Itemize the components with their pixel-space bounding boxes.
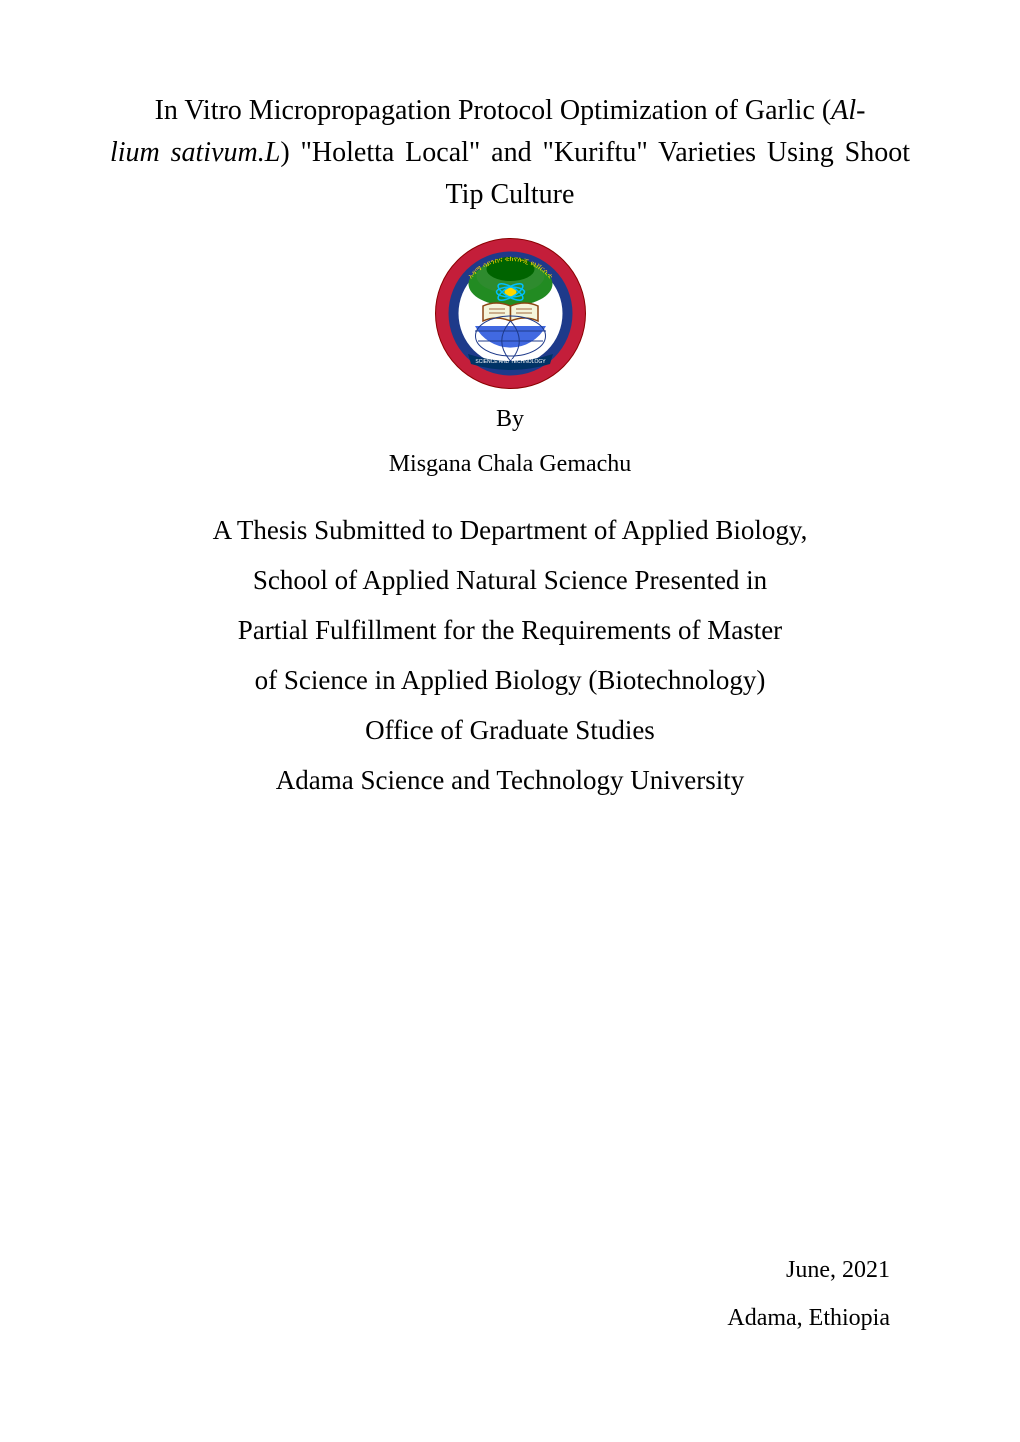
author-name: Misgana Chala Gemachu bbox=[110, 451, 910, 478]
title-italic-1: Al- bbox=[831, 95, 865, 126]
logo-container: SCIENCE AND TECHNOLOGY አዳማ ሳይንስና ቴክኖሎጂ ዩ… bbox=[110, 236, 910, 391]
submission-line-6: Adama Science and Technology University bbox=[110, 756, 910, 806]
submission-line-2: School of Applied Natural Science Presen… bbox=[110, 556, 910, 606]
logo-svg: SCIENCE AND TECHNOLOGY አዳማ ሳይንስና ቴክኖሎጂ ዩ… bbox=[433, 236, 588, 391]
footer-block: June, 2021 Adama, Ethiopia bbox=[727, 1246, 890, 1342]
footer-location: Adama, Ethiopia bbox=[727, 1294, 890, 1342]
submission-line-1: A Thesis Submitted to Department of Appl… bbox=[110, 506, 910, 556]
thesis-title: In Vitro Micropropagation Protocol Optim… bbox=[110, 90, 910, 216]
submission-line-3: Partial Fulfillment for the Requirements… bbox=[110, 606, 910, 656]
submission-line-4: of Science in Applied Biology (Biotechno… bbox=[110, 656, 910, 706]
svg-text:SCIENCE AND TECHNOLOGY: SCIENCE AND TECHNOLOGY bbox=[475, 359, 546, 365]
submission-block: A Thesis Submitted to Department of Appl… bbox=[110, 506, 910, 806]
university-logo: SCIENCE AND TECHNOLOGY አዳማ ሳይንስና ቴክኖሎጂ ዩ… bbox=[433, 236, 588, 391]
title-text-3: ) "Holetta Local" and "Kuriftu" Varietie… bbox=[280, 137, 910, 210]
submission-line-5: Office of Graduate Studies bbox=[110, 706, 910, 756]
by-label: By bbox=[110, 406, 910, 433]
title-text-1: In Vitro Micropropagation Protocol Optim… bbox=[155, 95, 832, 126]
footer-date: June, 2021 bbox=[727, 1246, 890, 1294]
title-italic-2: lium sativum.L bbox=[110, 137, 280, 168]
